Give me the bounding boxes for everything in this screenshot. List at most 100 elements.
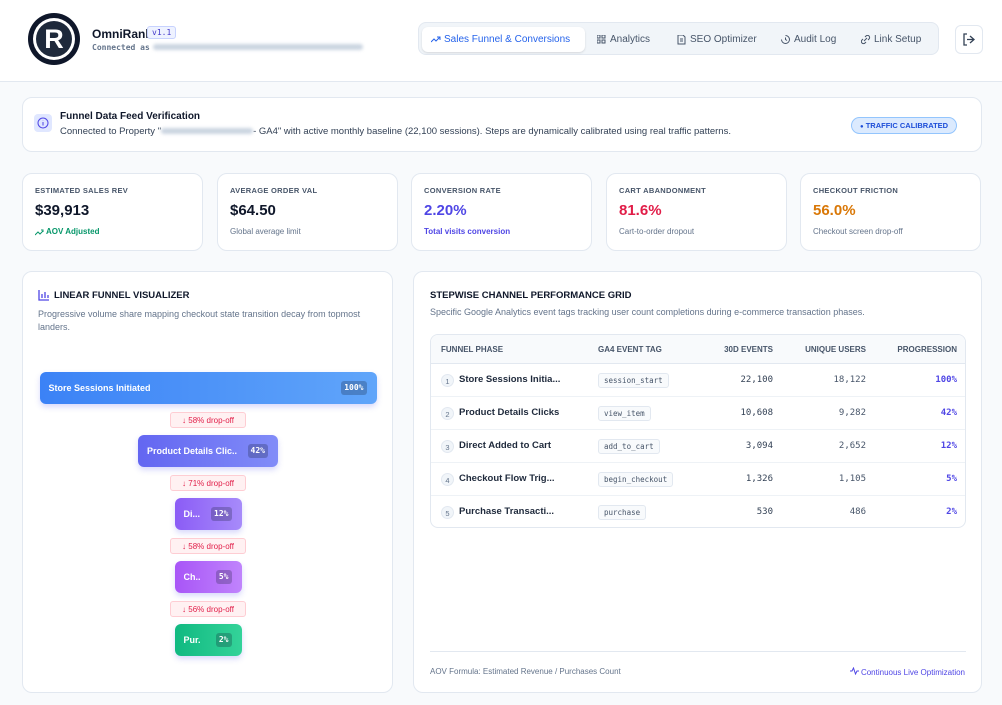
column-header: GA4 EVENT TAG <box>598 345 662 354</box>
unique-users: 1,105 <box>838 474 866 484</box>
calibrated-badge-text: TRAFFIC CALIBRATED <box>865 121 949 130</box>
funnel-step: Product Details Clic... 42% <box>138 435 278 467</box>
dropoff-text: 58% drop-off <box>188 416 234 425</box>
dropoff-text: 58% drop-off <box>188 542 234 551</box>
row-index: 3 <box>441 440 454 453</box>
footer-link[interactable]: Continuous Live Optimization <box>849 666 965 677</box>
table-row: 1 Store Sessions Initia... session_start 22… <box>431 364 965 397</box>
column-header: FUNNEL PHASE <box>441 345 504 354</box>
tab-label: Link Setup <box>874 34 922 45</box>
funnel-step: Ch... 5% <box>174 561 242 593</box>
nav-tab[interactable]: Sales Funnel & Conversions <box>422 27 585 52</box>
performance-table: FUNNEL PHASE GA4 EVENT TAG 30D EVENTS UNIQU… <box>430 334 966 528</box>
funnel-description: Progressive volume share mapping checkou… <box>38 309 361 332</box>
kpi-note: Global average limit <box>230 227 301 236</box>
kpi-note: Total visits conversion <box>424 227 511 236</box>
unique-users: 9,282 <box>838 408 866 418</box>
tab-icon <box>677 35 686 45</box>
tab-label: SEO Optimizer <box>690 34 757 45</box>
kpi-card: AVERAGE ORDER VAL $64.50 Global average li… <box>217 173 398 251</box>
table-panel: STEPWISE CHANNEL PERFORMANCE GRID Specif… <box>413 271 982 693</box>
kpi-note: Checkout screen drop-off <box>813 227 903 236</box>
banner-text-before: Connected to Property " <box>60 126 162 137</box>
events-count: 1,326 <box>745 474 773 484</box>
unique-users: 18,122 <box>833 375 866 385</box>
footer-link-text: Continuous Live Optimization <box>860 668 965 677</box>
tab-icon <box>597 35 606 44</box>
event-tag: purchase <box>598 505 647 520</box>
redacted-property <box>161 128 254 135</box>
events-count: 3,094 <box>745 441 773 451</box>
progression: 12% <box>940 441 957 451</box>
kpi-note: AOV Adjusted <box>35 227 99 236</box>
step-share: 5% <box>215 570 232 584</box>
tab-icon <box>861 35 871 45</box>
row-index: 2 <box>441 407 454 420</box>
step-label: Store Sessions Initiated <box>48 383 151 393</box>
kpi-value: $39,913 <box>35 202 90 219</box>
progression: 42% <box>940 408 957 418</box>
step-share: 2% <box>215 633 232 647</box>
nav-tab[interactable]: Analytics <box>588 27 660 52</box>
calibrated-badge: ● TRAFFIC CALIBRATED <box>851 117 958 134</box>
table-row: 4 Checkout Flow Trig... begin_checkout 1,32… <box>431 463 965 496</box>
table-row: 3 Direct Added to Cart add_to_cart 3,094 2,6… <box>431 430 965 463</box>
dropoff-badge: ↓ 71% drop-off <box>170 475 246 491</box>
unique-users: 2,652 <box>838 441 866 451</box>
nav-tab[interactable]: Link Setup <box>852 27 934 52</box>
event-tag: view_item <box>598 406 651 421</box>
nav-tab[interactable]: Audit Log <box>772 27 844 52</box>
pulse-icon <box>849 666 859 676</box>
progression: 2% <box>946 507 957 517</box>
progression: 100% <box>935 375 957 385</box>
kpi-note: Cart-to-order dropout <box>619 227 695 236</box>
column-header: PROGRESSION <box>897 345 957 354</box>
connected-label: Connected as <box>92 43 150 52</box>
logout-button[interactable] <box>955 25 983 54</box>
kpi-value: 2.20% <box>424 202 467 219</box>
row-index: 4 <box>441 473 454 486</box>
unique-users: 486 <box>849 507 866 517</box>
footer-note: AOV Formula: Estimated Revenue / Purchas… <box>430 667 621 676</box>
step-label: Product Details Clic... <box>147 446 237 456</box>
phase-name: Purchase Transacti... <box>459 506 555 517</box>
events-count: 10,608 <box>740 408 773 418</box>
funnel-step: Pur... 2% <box>174 624 242 656</box>
phase-name: Store Sessions Initia... <box>459 374 561 385</box>
funnel-panel: LINEAR FUNNEL VISUALIZER Progressive vol… <box>22 271 393 693</box>
funnel-title: LINEAR FUNNEL VISUALIZER <box>54 290 190 301</box>
column-header: UNIQUE USERS <box>805 345 866 354</box>
header: R OmniRank v1.1 Connected as Sales Funne… <box>0 0 1002 82</box>
funnel-step: Store Sessions Initiated 100% <box>39 372 377 404</box>
banner-text: Connected to Property " - GA4" with activ… <box>60 126 731 137</box>
kpi-card: CART ABANDONMENT 81.6% Cart-to-order dropo… <box>606 173 787 251</box>
step-label: Di... <box>183 509 201 519</box>
redacted-email <box>153 44 363 50</box>
kpi-label: AVERAGE ORDER VAL <box>230 186 318 195</box>
banner-text-after: - GA4" with active monthly baseline (22,… <box>253 126 731 137</box>
banner-title: Funnel Data Feed Verification <box>60 111 201 122</box>
dropoff-text: 56% drop-off <box>188 605 234 614</box>
event-tag: begin_checkout <box>598 472 674 487</box>
nav-tab[interactable]: SEO Optimizer <box>668 27 757 52</box>
funnel-step: Di... 12% <box>174 498 242 530</box>
dropoff-badge: ↓ 58% drop-off <box>170 538 246 554</box>
step-share: 42% <box>247 444 268 458</box>
kpi-value: 56.0% <box>813 202 856 219</box>
kpi-label: CART ABANDONMENT <box>619 186 707 195</box>
chart-icon <box>38 290 49 301</box>
phase-name: Checkout Flow Trig... <box>459 473 555 484</box>
nav-bar: Sales Funnel & Conversions Analytics SEO O… <box>418 22 939 55</box>
step-share: 12% <box>211 507 232 521</box>
tab-label: Audit Log <box>794 34 837 45</box>
info-icon <box>34 114 52 132</box>
step-share: 100% <box>341 381 367 395</box>
brand: OmniRank <box>92 27 153 41</box>
tab-icon <box>431 36 441 43</box>
step-label: Ch... <box>183 572 201 582</box>
kpi-label: ESTIMATED SALES REV <box>35 186 129 195</box>
kpi-label: CHECKOUT FRICTION <box>813 186 899 195</box>
tab-label: Analytics <box>610 34 651 45</box>
table-description: Specific Google Analytics event tags tra… <box>430 307 865 317</box>
